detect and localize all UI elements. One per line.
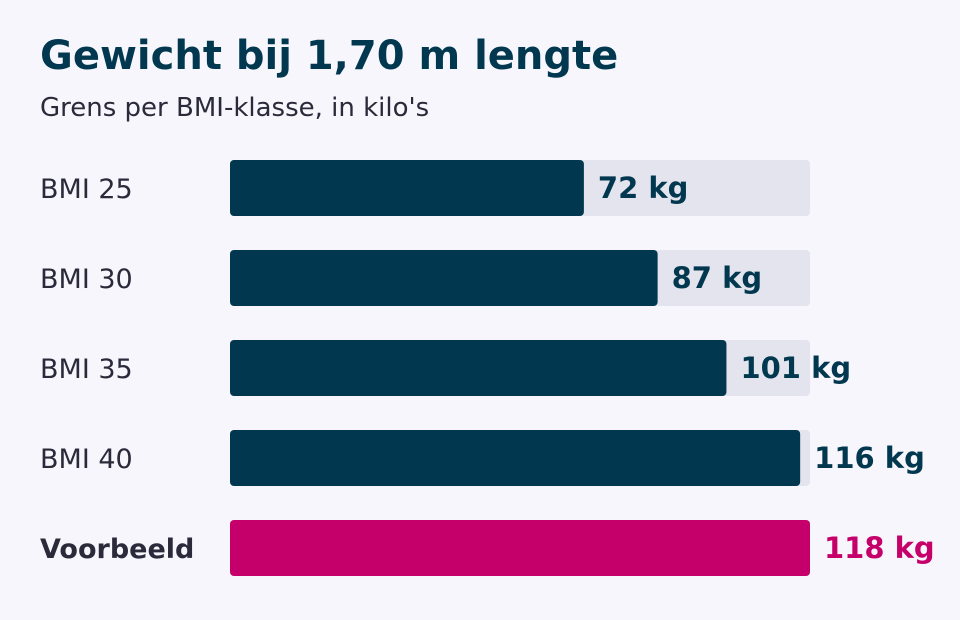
bar xyxy=(230,430,801,486)
bar xyxy=(230,340,727,396)
value-label: 87 kg xyxy=(672,261,763,295)
category-label: Voorbeeld xyxy=(40,534,194,565)
bar-group: BMI 25 72 kg BMI 30 87 kg BMI 35 101 kg BMI 40… xyxy=(40,160,935,576)
chart-subtitle: Grens per BMI-klasse, in kilo's xyxy=(40,93,430,123)
value-label: 116 kg xyxy=(814,441,925,475)
bar xyxy=(230,160,584,216)
category-label: BMI 35 xyxy=(40,354,133,385)
value-label: 72 kg xyxy=(598,171,689,205)
bar xyxy=(230,250,658,306)
value-label: 118 kg xyxy=(824,531,935,565)
category-label: BMI 30 xyxy=(40,264,133,295)
value-label: 101 kg xyxy=(740,351,851,385)
category-label: BMI 40 xyxy=(40,444,133,475)
bar xyxy=(230,520,810,576)
category-label: BMI 25 xyxy=(40,174,133,205)
chart-title: Gewicht bij 1,70 m lengte xyxy=(40,33,619,79)
